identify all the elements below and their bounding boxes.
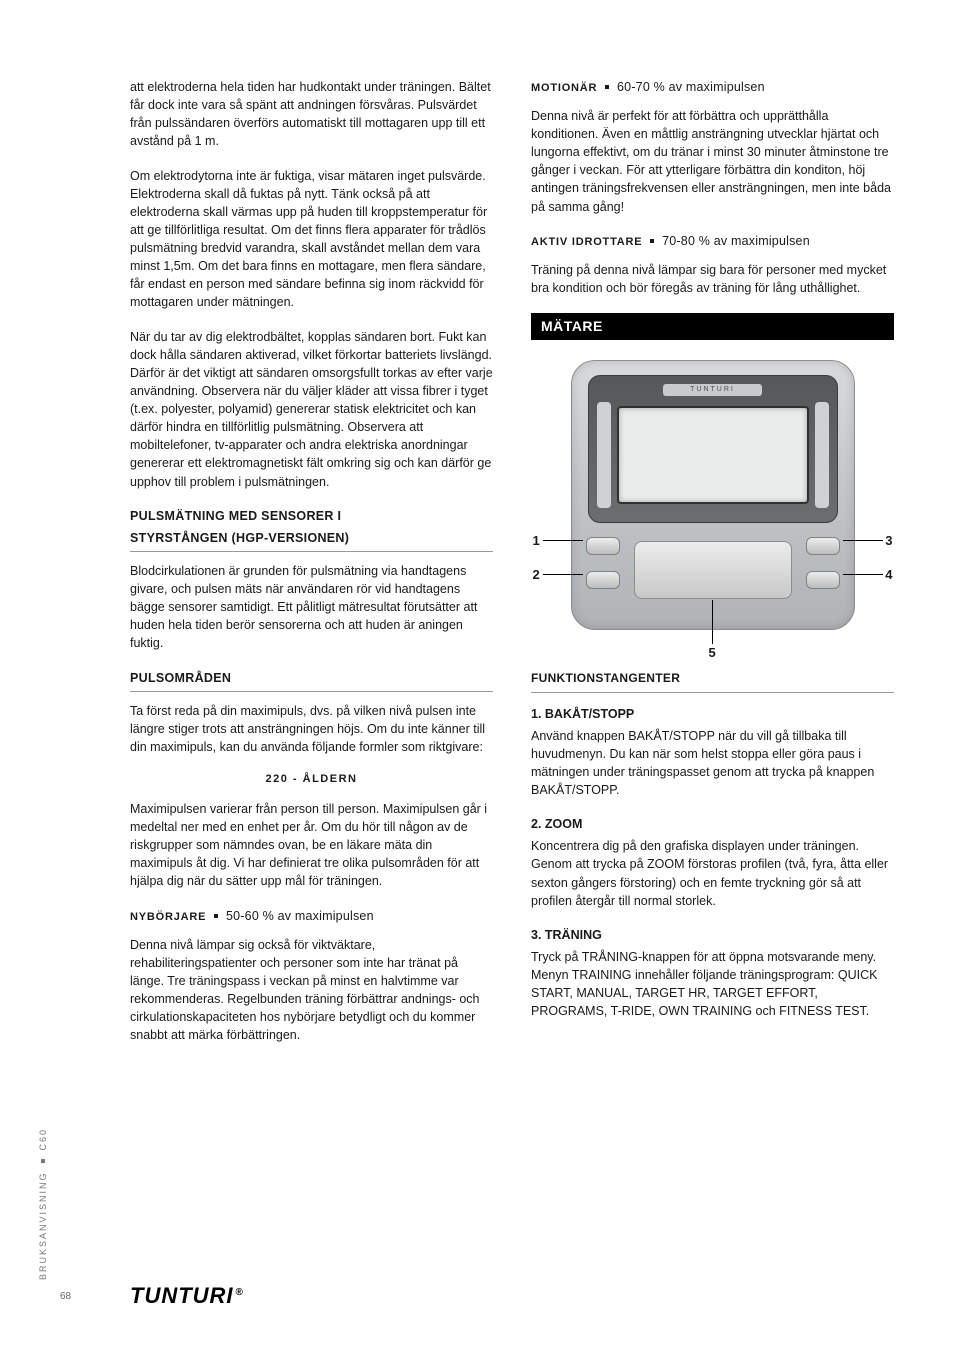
console-button-1	[586, 537, 620, 555]
body-paragraph: Blodcirkulationen är grunden för pulsmät…	[130, 562, 493, 653]
formula-heading: 220 - ÅLDERN	[130, 772, 493, 788]
leader-line	[843, 574, 883, 575]
console-screen	[617, 406, 809, 504]
leader-line	[543, 540, 583, 541]
console-side-strip	[597, 402, 611, 508]
body-paragraph: Koncentrera dig på den grafiska displaye…	[531, 837, 894, 910]
section-heading-pulse-zones: PULSOMRÅDEN	[130, 669, 493, 692]
body-paragraph: Tryck på TRÅNING-knappen för att öppna m…	[531, 948, 894, 1021]
bullet-icon	[605, 85, 609, 89]
level-exerciser: MOTIONÄR 60-70 % av maximipulsen	[531, 78, 894, 97]
body-paragraph: Använd knappen BAKÅT/STOPP när du vill g…	[531, 727, 894, 800]
callout-label-3: 3	[885, 532, 892, 551]
level-beginner: NYBÖRJARE 50-60 % av maximipulsen	[130, 907, 493, 926]
bullet-icon	[650, 239, 654, 243]
leader-line	[543, 574, 583, 575]
console-upper-panel: TUNTURI	[588, 375, 838, 523]
fn-title-back-stop: 1. BAKÅT/STOPP	[531, 705, 894, 723]
page-number: 68	[60, 1290, 71, 1305]
console-brand-strip: TUNTURI	[663, 384, 762, 396]
brand-logo: TUNTURI®	[130, 1280, 244, 1312]
fn-title-training: 3. TRÄNING	[531, 926, 894, 944]
fn-title-zoom: 2. ZOOM	[531, 815, 894, 833]
callout-label-2: 2	[533, 566, 540, 585]
level-athlete: AKTIV IDROTTARE 70-80 % av maximipulsen	[531, 232, 894, 251]
section-heading-sensors-2: STYRSTÅNGEN (HGP-VERSIONEN)	[130, 529, 493, 552]
section-heading-sensors-1: PULSMÄTNING MED SENSORER I	[130, 507, 493, 525]
section-bar-matare: MÄTARE	[531, 313, 894, 340]
side-running-head: BRUKSANVISNING C60	[37, 1128, 50, 1280]
body-paragraph: Denna nivå är perfekt för att förbättra …	[531, 107, 894, 216]
body-paragraph: Träning på denna nivå lämpar sig bara fö…	[531, 261, 894, 297]
body-paragraph: När du tar av dig elektrodbältet, koppla…	[130, 328, 493, 491]
body-paragraph: Denna nivå lämpar sig också för viktväkt…	[130, 936, 493, 1045]
console-side-strip	[815, 402, 829, 508]
bullet-icon	[41, 1159, 45, 1163]
console-button-4	[806, 571, 840, 589]
body-paragraph: att elektroderna hela tiden har hudkonta…	[130, 78, 493, 151]
two-column-layout: att elektroderna hela tiden har hudkonta…	[130, 78, 894, 1060]
callout-label-4: 4	[885, 566, 892, 585]
console-diagram: TUNTURI 1 2	[543, 356, 883, 656]
body-paragraph: Maximipulsen varierar från person till p…	[130, 800, 493, 891]
body-paragraph: Om elektrodytorna inte är fuktiga, visar…	[130, 167, 493, 312]
bullet-icon	[214, 914, 218, 918]
section-heading-function-keys: FUNKTIONSTANGENTER	[531, 670, 894, 692]
callout-label-1: 1	[533, 532, 540, 551]
console-button-2	[586, 571, 620, 589]
console-lower-panel	[634, 541, 792, 599]
leader-line	[843, 540, 883, 541]
console-body: TUNTURI	[571, 360, 855, 630]
left-column: att elektroderna hela tiden har hudkonta…	[130, 78, 493, 1060]
body-paragraph: Ta först reda på din maximipuls, dvs. på…	[130, 702, 493, 756]
console-button-3	[806, 537, 840, 555]
manual-page: att elektroderna hela tiden har hudkonta…	[0, 0, 954, 1350]
callout-label-5: 5	[709, 644, 716, 663]
right-column: MOTIONÄR 60-70 % av maximipulsen Denna n…	[531, 78, 894, 1060]
leader-line	[712, 600, 713, 644]
